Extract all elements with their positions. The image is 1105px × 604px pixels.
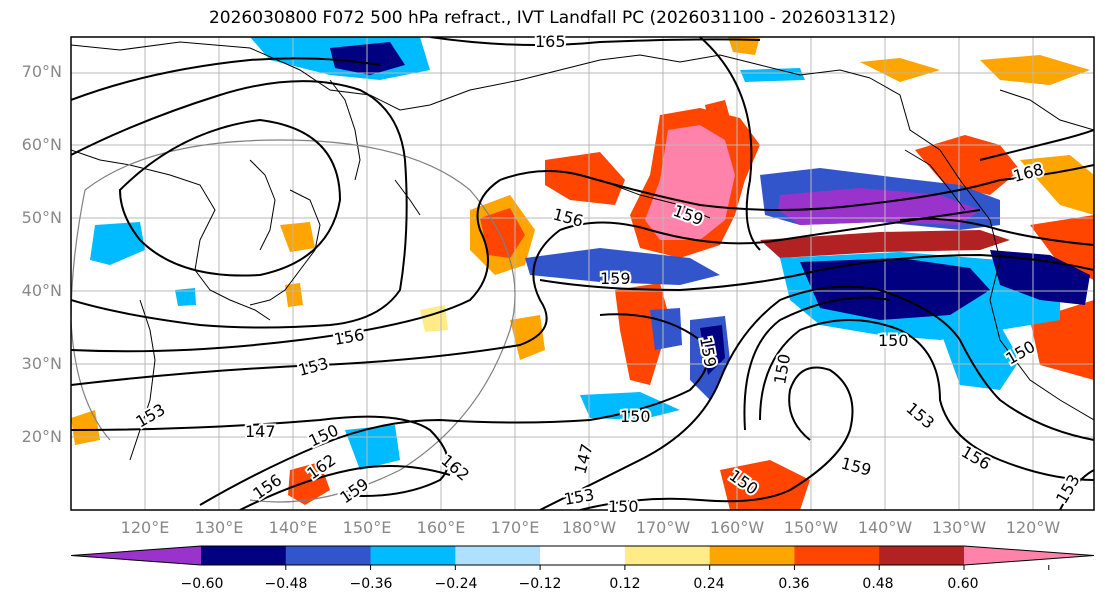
- shade-orange-sw: [71, 410, 100, 445]
- colorbar-segment: [540, 546, 626, 565]
- colorbar-tick-label: 0.36: [778, 576, 810, 592]
- contour-label: 159: [600, 269, 631, 288]
- colorbar: [70, 545, 1095, 570]
- lon-label: 140°E: [268, 518, 318, 537]
- shade-orange-ne: [915, 135, 1020, 195]
- shade-orange-nw: [728, 37, 760, 55]
- colorbar-segment: [455, 546, 541, 565]
- colorbar-tick-label: −0.36: [349, 576, 393, 592]
- shade-orange-mid: [615, 283, 670, 385]
- shade-orange-n: [860, 58, 940, 82]
- colorbar-tick-label: −0.24: [434, 576, 478, 592]
- lon-label: 130°W: [931, 518, 987, 537]
- lon-label: 140°W: [857, 518, 913, 537]
- range-rings: [71, 139, 516, 503]
- colorbar-outline: [70, 545, 1095, 566]
- shade-navy-mid: [700, 325, 725, 375]
- shade-blue-w: [90, 222, 145, 265]
- lon-label: 160°E: [416, 518, 466, 537]
- lat-label-50n: 50°N: [21, 208, 62, 227]
- colorbar-tick-label: 0.12: [609, 576, 641, 592]
- map-title: 2026030800 F072 500 hPa refract., IVT La…: [208, 8, 896, 28]
- coastlines: [71, 41, 1094, 461]
- lon-label: 120°W: [1005, 518, 1061, 537]
- colorbar-segment: [879, 546, 965, 565]
- shade-orange-n2: [980, 55, 1090, 85]
- shade-red-e: [1030, 215, 1094, 280]
- colorbar-tick-label: −0.48: [264, 576, 308, 592]
- shade-red-left2: [480, 208, 525, 258]
- contour-label: 165: [535, 32, 566, 51]
- shade-orange-s: [288, 462, 330, 505]
- plot-frame: [70, 36, 1095, 511]
- shade-orange-n3: [705, 100, 730, 120]
- shade-blue-band: [525, 248, 720, 285]
- shade-orange-ne2: [1020, 155, 1094, 215]
- shade-blue-mid2: [580, 392, 680, 420]
- shade-navy-se: [800, 258, 990, 320]
- colorbar-extend-max: [964, 546, 1094, 565]
- colorbar-segment: [201, 546, 287, 565]
- contour-label: 147: [245, 422, 276, 441]
- lat-label-40n: 40°N: [21, 281, 62, 300]
- contour-label: 150: [608, 497, 639, 516]
- lat-label-70n: 70°N: [21, 62, 62, 81]
- colorbar-extend-min: [71, 546, 201, 565]
- shade-red-left: [545, 152, 625, 205]
- shade-blue-n2: [740, 68, 805, 82]
- colorbar-segment: [285, 546, 372, 565]
- colorbar-segment: [624, 546, 711, 565]
- lat-label-60n: 60°N: [21, 135, 62, 154]
- colorbar-segment: [370, 546, 456, 565]
- colorbar-tick-label: 0.60: [947, 576, 979, 592]
- contour-label: 150: [878, 331, 909, 350]
- lon-label: 130°E: [194, 518, 244, 537]
- lon-label: 170°E: [490, 518, 540, 537]
- shade-purple: [778, 188, 980, 225]
- colorbar-segment: [709, 546, 795, 565]
- contour-lines: [71, 37, 1094, 510]
- lon-label: 150°W: [783, 518, 839, 537]
- colorbar-tick-label: −0.60: [180, 576, 224, 592]
- shade-blue-w2: [345, 425, 400, 470]
- colorbar-tick-label: 0.24: [693, 576, 725, 592]
- lat-label-20n: 20°N: [21, 427, 62, 446]
- shade-pink-core: [645, 125, 735, 240]
- shade-blue-mid3: [650, 308, 682, 350]
- colorbar-tick-label: −0.12: [518, 576, 562, 592]
- shade-orange-w: [280, 222, 315, 252]
- shade-red-s: [720, 460, 810, 510]
- shade-blue-smallw: [175, 288, 196, 306]
- lon-label: 120°E: [120, 518, 170, 537]
- shade-orange-mid2: [510, 315, 545, 360]
- colorbar-segment: [794, 546, 880, 565]
- lon-label: 170°W: [635, 518, 691, 537]
- contour-label: 150: [620, 407, 651, 426]
- lon-label: 160°W: [709, 518, 765, 537]
- lon-label: 180°W: [561, 518, 617, 537]
- lon-label: 150°E: [342, 518, 392, 537]
- lat-label-30n: 30°N: [21, 354, 62, 373]
- colorbar-tick-label: 0.48: [862, 576, 894, 592]
- shade-orange-w2: [285, 283, 303, 307]
